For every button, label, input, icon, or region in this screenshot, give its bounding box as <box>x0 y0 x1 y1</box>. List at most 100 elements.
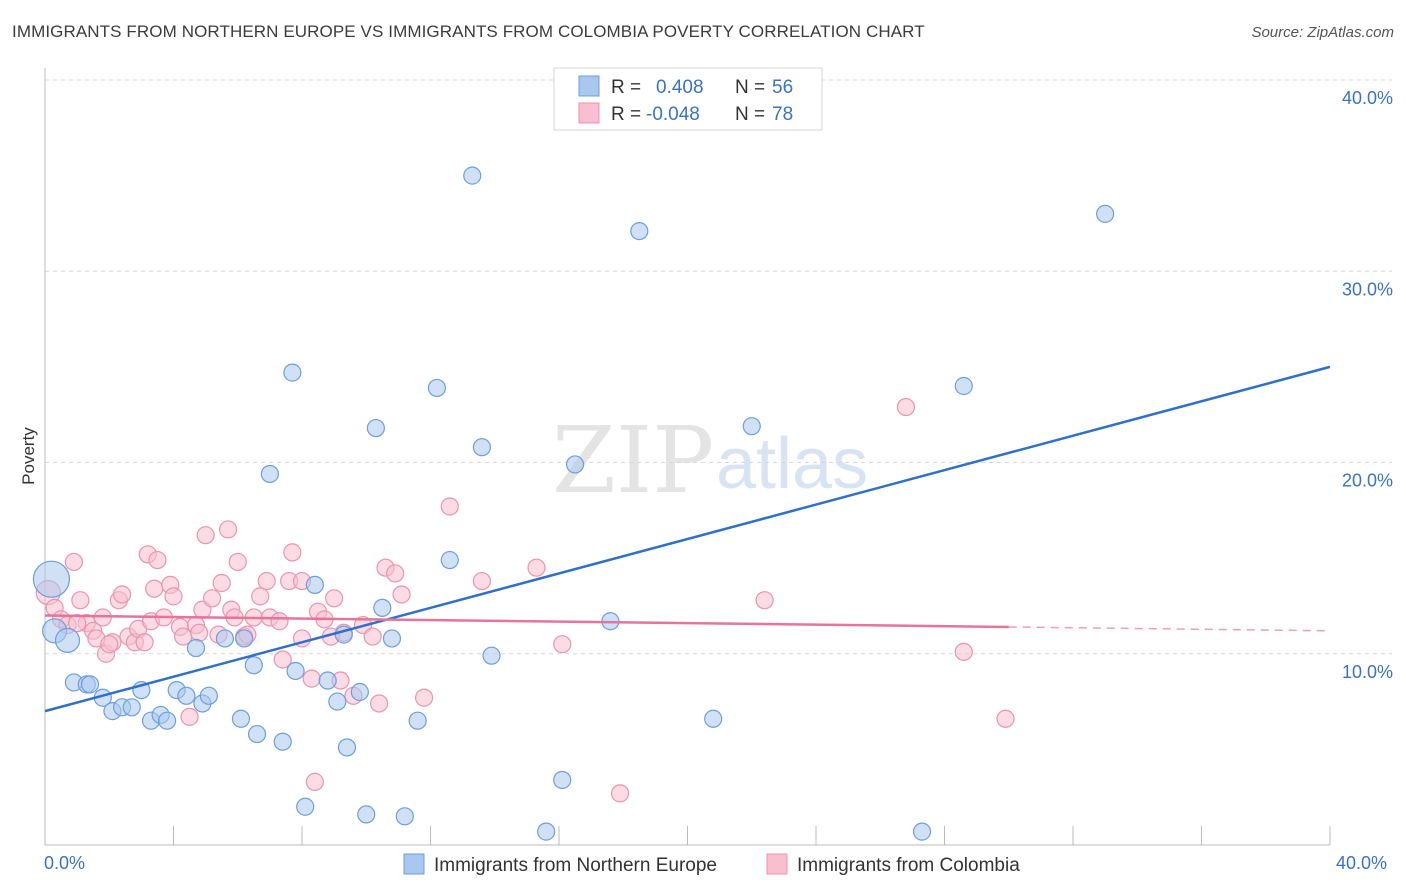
point-northern-europe-38 <box>382 629 402 648</box>
point-colombia-32 <box>202 589 222 608</box>
legend-r-label-blue: R = <box>611 77 641 98</box>
point-northern-europe-44 <box>472 438 491 457</box>
point-colombia-4 <box>64 552 84 572</box>
point-northern-europe-41 <box>427 378 447 398</box>
point-northern-europe-21 <box>235 629 254 648</box>
point-colombia-54 <box>325 589 344 608</box>
point-colombia-60 <box>370 694 389 713</box>
point-colombia-37 <box>228 552 247 572</box>
point-northern-europe-22 <box>244 656 263 675</box>
point-northern-europe-52 <box>742 417 761 436</box>
point-northern-europe-43 <box>463 166 482 185</box>
point-northern-europe-34 <box>350 682 369 702</box>
point-northern-europe-36 <box>366 418 385 438</box>
x-tick-label-max: 40.0% <box>1336 853 1387 873</box>
legend-n-value-pink: 78 <box>772 104 793 125</box>
point-northern-europe-35 <box>357 805 376 824</box>
point-colombia-72 <box>954 642 973 661</box>
point-colombia-34 <box>219 520 238 539</box>
point-colombia-65 <box>440 497 459 516</box>
x-tick-label-min: 0.0% <box>44 853 85 873</box>
point-northern-europe-48 <box>565 455 585 474</box>
point-northern-europe-55 <box>1096 204 1115 223</box>
point-colombia-62 <box>386 564 405 583</box>
watermark-atlas: atlas <box>716 424 868 504</box>
point-northern-europe-53 <box>912 822 932 841</box>
point-colombia-31 <box>196 526 215 545</box>
point-northern-europe-45 <box>482 646 501 665</box>
point-northern-europe-13 <box>157 711 177 730</box>
point-colombia-29 <box>190 623 209 642</box>
legend-n-label-pink: N = <box>735 104 765 125</box>
point-northern-europe-9 <box>122 698 141 717</box>
correlation-legend: R = 0.408 N = 56 R = -0.048 N = 78 <box>553 67 823 131</box>
point-northern-europe-47 <box>553 770 572 790</box>
legend-r-label-pink: R = <box>611 104 641 125</box>
point-northern-europe-16 <box>186 638 206 658</box>
trend-line-colombia-extension <box>1008 626 1331 632</box>
point-northern-europe-28 <box>296 797 315 816</box>
point-northern-europe-2 <box>54 627 81 653</box>
point-colombia-44 <box>270 612 289 631</box>
chart-title: IMMIGRANTS FROM NORTHERN EUROPE VS IMMIG… <box>12 22 925 41</box>
legend-swatch-pink <box>578 102 600 124</box>
point-colombia-67 <box>527 558 546 577</box>
y-tick-label-40: 40.0% <box>1342 88 1393 108</box>
point-colombia-27 <box>180 707 199 726</box>
point-colombia-71 <box>896 397 916 417</box>
point-northern-europe-46 <box>537 822 556 841</box>
point-colombia-21 <box>148 550 167 570</box>
point-colombia-75 <box>100 635 119 654</box>
point-northern-europe-42 <box>440 550 459 570</box>
point-northern-europe-15 <box>177 686 196 705</box>
source-credit: Source: ZipAtlas.com <box>1251 24 1394 41</box>
legend-r-value-pink: -0.048 <box>646 104 700 125</box>
series-legend: Immigrants from Northern Europe Immigran… <box>403 853 1020 876</box>
point-colombia-51 <box>305 772 324 791</box>
point-colombia-66 <box>472 571 491 591</box>
y-axis-title: Poverty <box>19 427 38 485</box>
y-tick-labels: 10.0% 20.0% 30.0% 40.0% <box>1342 88 1393 682</box>
x-ticks <box>44 826 1331 845</box>
point-colombia-70 <box>755 591 774 610</box>
legend-r-value-blue: 0.408 <box>656 77 704 98</box>
point-northern-europe-29 <box>305 575 324 595</box>
point-colombia-50 <box>302 669 321 688</box>
point-northern-europe-51 <box>704 709 723 728</box>
point-colombia-69 <box>610 784 630 803</box>
legend-n-label-blue: N = <box>735 77 765 98</box>
point-northern-europe-50 <box>630 221 649 241</box>
point-colombia-20 <box>145 579 164 598</box>
point-northern-europe-0 <box>32 560 71 598</box>
point-colombia-76 <box>212 573 231 593</box>
y-tick-label-20: 20.0% <box>1342 471 1393 491</box>
trend-line-colombia <box>44 614 1009 629</box>
point-colombia-17 <box>135 633 154 652</box>
point-northern-europe-30 <box>318 671 337 690</box>
point-northern-europe-19 <box>215 629 234 648</box>
point-northern-europe-24 <box>260 464 279 484</box>
point-colombia-13 <box>112 585 132 604</box>
point-northern-europe-39 <box>395 807 414 826</box>
grid-lines <box>45 79 1392 655</box>
point-northern-europe-40 <box>408 711 427 730</box>
point-northern-europe-5 <box>80 675 100 694</box>
point-colombia-63 <box>392 585 411 604</box>
bottom-legend-label-blue: Immigrants from Northern Europe <box>434 855 717 876</box>
point-colombia-47 <box>283 543 302 562</box>
trend-line-northern-europe <box>44 365 1331 713</box>
point-northern-europe-26 <box>283 363 302 382</box>
y-tick-label-30: 30.0% <box>1342 279 1393 299</box>
point-colombia-59 <box>363 627 382 646</box>
point-colombia-42 <box>257 571 276 591</box>
bottom-legend-swatch-blue <box>403 853 425 875</box>
point-colombia-68 <box>553 635 572 654</box>
point-northern-europe-18 <box>199 686 218 705</box>
point-northern-europe-37 <box>373 598 392 617</box>
legend-swatch-blue <box>578 75 600 97</box>
point-colombia-64 <box>414 688 434 707</box>
point-northern-europe-54 <box>954 376 973 396</box>
bottom-legend-label-pink: Immigrants from Colombia <box>797 855 1020 876</box>
point-northern-europe-20 <box>231 709 251 728</box>
